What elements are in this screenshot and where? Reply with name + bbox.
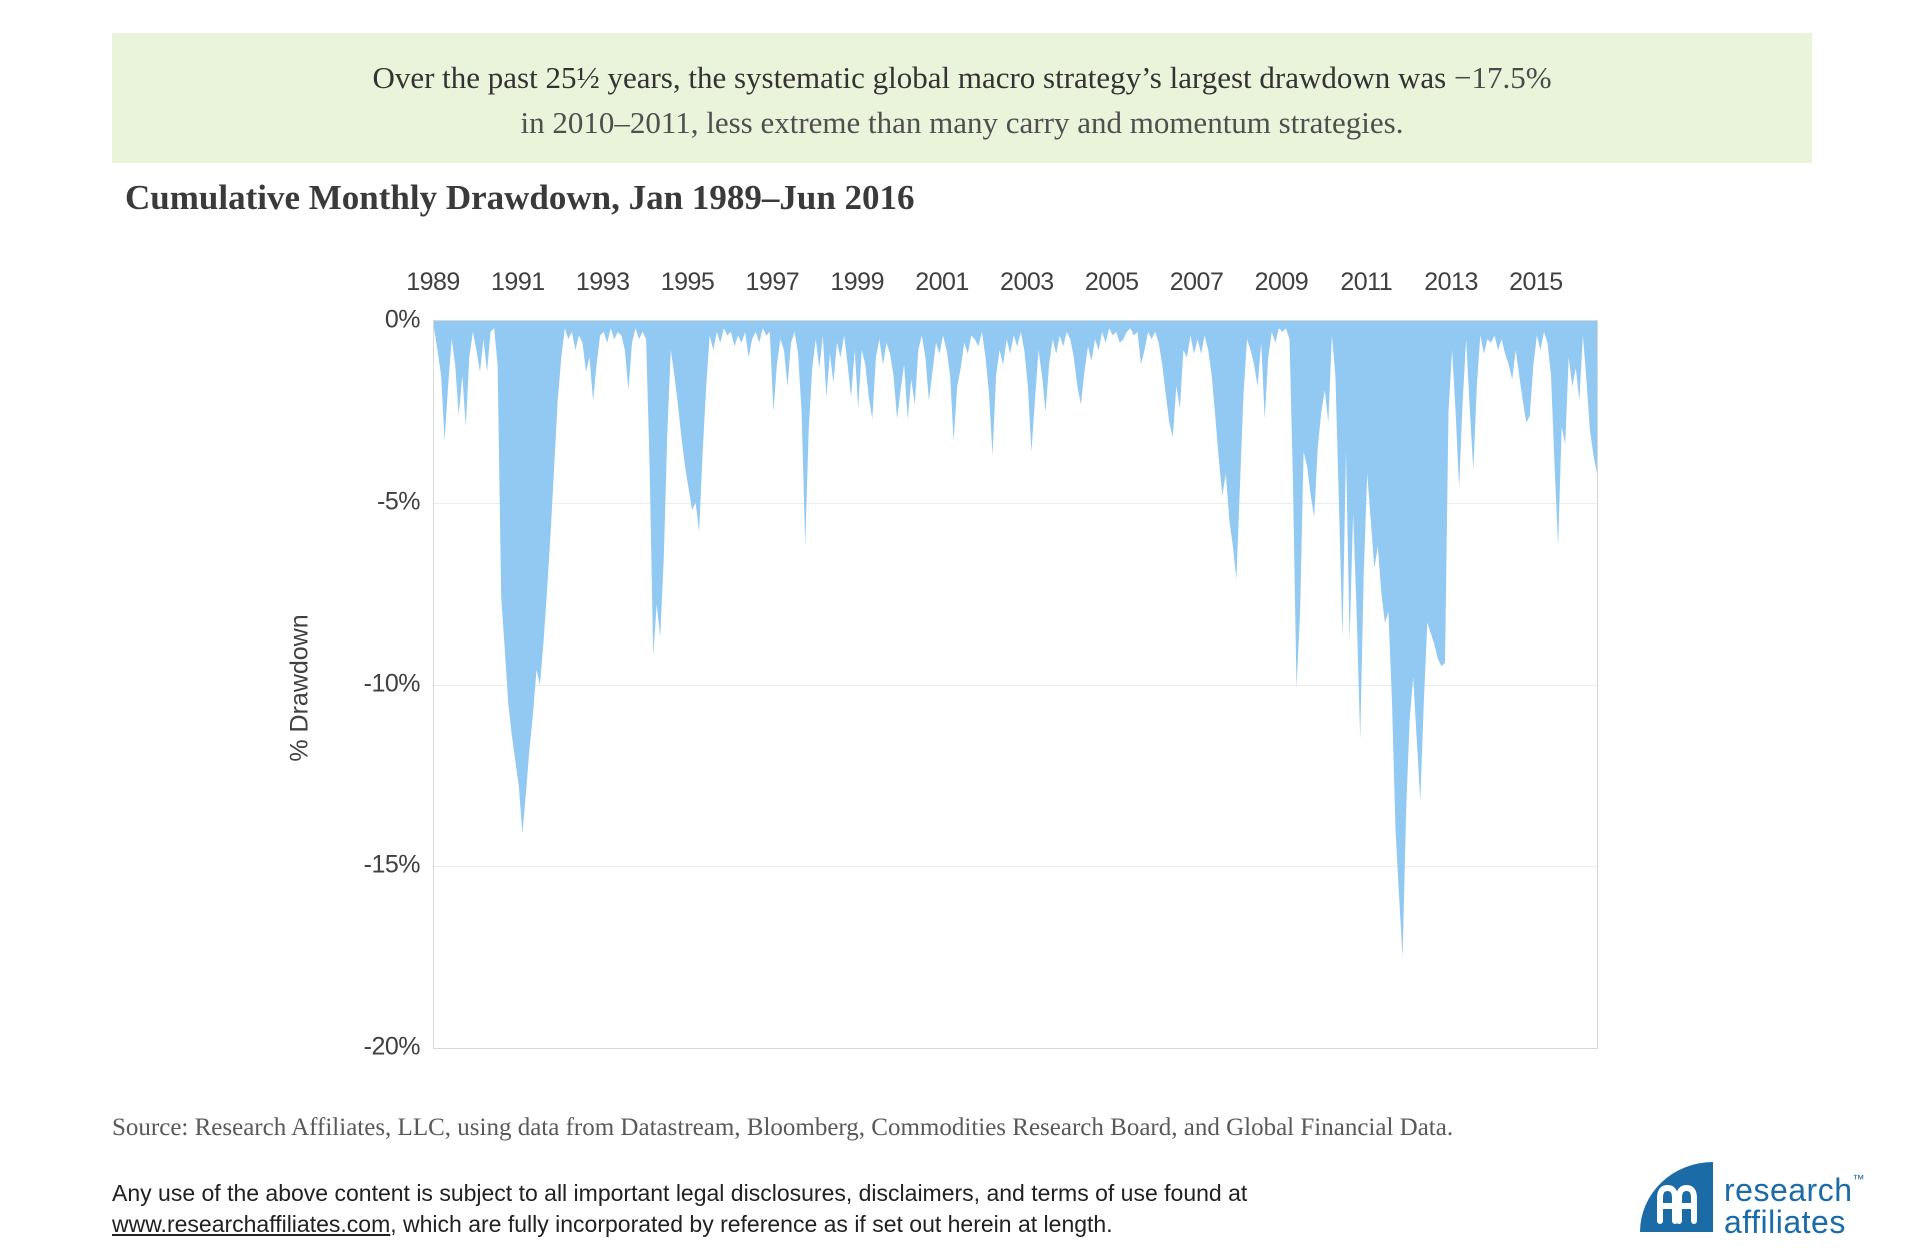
drawdown-area-path: [434, 321, 1597, 958]
ra-monogram-icon: [1657, 1184, 1697, 1224]
ra-wordmark-line-2: affiliates: [1724, 1204, 1846, 1240]
x-tick-label: 2009: [1254, 268, 1309, 296]
banner-drawdown-value: −17.5%: [1454, 60, 1552, 95]
plot-area: [433, 320, 1598, 1049]
x-tick-label: 1989: [406, 268, 460, 296]
y-tick-label: -15%: [363, 850, 421, 879]
highlight-banner: Over the past 25½ years, the systematic …: [112, 33, 1812, 163]
x-tick-label: 2011: [1340, 268, 1393, 296]
x-tick-label: 1991: [491, 268, 545, 296]
website-link[interactable]: www.researchaffiliates.com: [112, 1211, 391, 1237]
trademark-symbol: ™: [1852, 1172, 1865, 1186]
ra-wordmark: research™ affiliates: [1724, 1163, 1865, 1238]
source-note: Source: Research Affiliates, LLC, using …: [112, 1114, 1454, 1141]
y-tick-label: -10%: [363, 669, 421, 697]
x-tick-label: 2013: [1424, 268, 1478, 296]
y-tick-label: -20%: [363, 1032, 421, 1061]
y-tick-label: 0%: [384, 305, 421, 334]
banner-line-1: Over the past 25½ years, the systematic …: [112, 55, 1812, 100]
gridline: [434, 502, 1597, 504]
y-tick-label: -5%: [377, 487, 420, 516]
ra-wordmark-line-1: research: [1724, 1172, 1853, 1208]
x-tick-label: 1993: [575, 268, 630, 296]
x-tick-label: 2007: [1169, 268, 1224, 296]
x-tick-label: 2015: [1509, 268, 1563, 296]
ra-logo: [1640, 1162, 1713, 1232]
banner-line-2: in 2010–2011, less extreme than many car…: [520, 105, 1404, 140]
legal-line-2: , which are fully incorporated by refere…: [390, 1211, 1113, 1237]
x-tick-label: 1995: [660, 268, 715, 296]
chart-title: Cumulative Monthly Drawdown, Jan 1989–Ju…: [125, 178, 915, 217]
x-tick-label: 2003: [1000, 268, 1054, 296]
drawdown-area-chart: [434, 321, 1597, 958]
x-tick-label: 1999: [830, 268, 884, 296]
x-tick-label: 2005: [1084, 268, 1139, 296]
y-axis-title: % Drawdown: [285, 614, 314, 762]
x-tick-label: 1997: [745, 268, 800, 296]
x-tick-label: 2001: [915, 268, 969, 296]
gridline: [434, 684, 1597, 686]
gridline: [434, 866, 1597, 868]
legal-line-1: Any use of the above content is subject …: [112, 1180, 1248, 1206]
banner-line-1-text: Over the past 25½ years, the systematic …: [372, 60, 1454, 95]
legal-disclaimer: Any use of the above content is subject …: [112, 1178, 1247, 1240]
